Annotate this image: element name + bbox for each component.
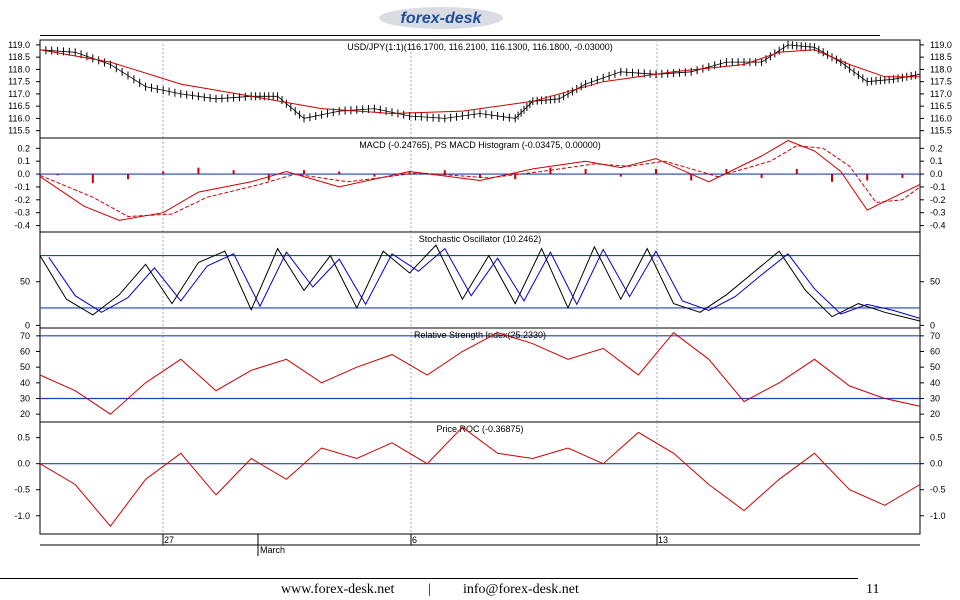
x-tick-label-6: 6 xyxy=(412,535,417,545)
panel-4-series-0-line xyxy=(39,426,921,528)
panel-1-frame xyxy=(39,137,921,233)
panel-4-ytick-left-3: -1.0 xyxy=(14,511,30,521)
footer: www.forex-desk.net | info@forex-desk.net… xyxy=(0,576,960,600)
panel-3-ytick-left-0: 70 xyxy=(20,331,30,341)
panel-0-ytick-left-6: 116.0 xyxy=(8,113,30,123)
panel-1-ytick-right-5: -0.3 xyxy=(930,208,946,218)
panel-4-ytick-left-0: 0.5 xyxy=(17,433,30,443)
panel-0-frame xyxy=(39,39,921,139)
panel-0-ytick-right-0: 119.0 xyxy=(930,40,952,50)
panel-0-price-close-line xyxy=(39,44,921,119)
panel-1-ytick-right-2: 0.0 xyxy=(930,169,943,179)
panel-0-ytick-left-7: 115.5 xyxy=(8,126,30,136)
panel-0-ytick-right-4: 117.0 xyxy=(930,89,952,99)
panel-3-ytick-left-3: 40 xyxy=(20,378,30,388)
panel-1-ytick-left-0: 0.2 xyxy=(17,143,30,153)
panel-0-ytick-right-3: 117.5 xyxy=(930,77,952,87)
panel-2-ytick-left-0: 50 xyxy=(20,277,30,287)
panel-0-ytick-left-5: 116.5 xyxy=(8,101,30,111)
panel-0-ytick-left-0: 119.0 xyxy=(8,40,30,50)
x-tick-label-13: 13 xyxy=(658,535,668,545)
panel-0-ytick-left-3: 117.5 xyxy=(8,77,30,87)
panel-1-series-0-line xyxy=(39,140,921,221)
x-axis: 27 6 13 March xyxy=(164,535,668,555)
panel-3-title: Relative Strength Index(25.2330) xyxy=(414,330,546,340)
panel-2-frame xyxy=(39,231,921,329)
panel-1-title: MACD (-0.24765), PS MACD Histogram (-0.0… xyxy=(359,140,601,150)
panel-0-ytick-left-2: 118.0 xyxy=(8,64,30,74)
panel-1-ytick-right-6: -0.4 xyxy=(930,221,946,231)
panel-1-ytick-left-1: 0.1 xyxy=(17,156,30,166)
panel-0-ytick-right-5: 116.5 xyxy=(930,101,952,111)
x-tick-label-27: 27 xyxy=(164,535,174,545)
panel-3-ytick-left-4: 30 xyxy=(20,394,30,404)
page-number: 11 xyxy=(866,582,880,597)
panel-3-ytick-left-2: 50 xyxy=(20,362,30,372)
panel-3-ytick-right-2: 50 xyxy=(930,362,940,372)
panel-0-ytick-right-2: 118.0 xyxy=(930,64,952,74)
header-divider xyxy=(40,35,880,36)
panel-1-series-1-line xyxy=(39,145,921,218)
forex-desk-logo: forex-desk xyxy=(378,6,504,30)
x-month-label: March xyxy=(260,545,285,555)
footer-website-link[interactable]: www.forex-desk.net xyxy=(281,582,395,597)
panel-4-ytick-right-3: -1.0 xyxy=(930,511,946,521)
panel-1-ytick-right-1: 0.1 xyxy=(930,156,943,166)
panel-2-series-1-line xyxy=(48,247,921,319)
panel-1-ytick-right-3: -0.1 xyxy=(930,182,946,192)
panel-1-ytick-right-4: -0.2 xyxy=(930,195,946,205)
panel-3-ytick-left-5: 20 xyxy=(20,409,30,419)
footer-separator: | xyxy=(428,582,431,597)
panel-2-ytick-right-0: 50 xyxy=(930,277,940,287)
panel-0-ytick-right-1: 118.5 xyxy=(930,52,952,62)
panel-0-ytick-right-7: 115.5 xyxy=(930,126,952,136)
panel-0-series-1-line xyxy=(39,49,920,115)
panel-4-ytick-right-1: 0.0 xyxy=(930,459,943,469)
panel-3-ytick-right-0: 70 xyxy=(930,331,940,341)
panel-0-title: USD/JPY(1:1)(116.1700, 116.2100, 116.130… xyxy=(347,42,613,52)
panel-0-ytick-left-1: 118.5 xyxy=(8,52,30,62)
panel-1-ytick-left-3: -0.1 xyxy=(14,182,30,192)
panel-3-series-0-line xyxy=(39,332,921,415)
panel-3-ytick-right-3: 40 xyxy=(930,378,940,388)
panel-2-ytick-left-1: 0 xyxy=(25,320,30,330)
panel-4-frame xyxy=(39,421,921,535)
panel-0-ytick-left-4: 117.0 xyxy=(8,89,30,99)
panel-1-ytick-right-0: 0.2 xyxy=(930,143,943,153)
panel-3-ytick-right-4: 30 xyxy=(930,394,940,404)
panel-4-ytick-left-1: 0.0 xyxy=(17,459,30,469)
panel-2-title: Stochastic Oscillator (10.2462) xyxy=(419,234,542,244)
panel-3-ytick-left-1: 60 xyxy=(20,347,30,357)
panel-3-ytick-right-1: 60 xyxy=(930,347,940,357)
footer-divider xyxy=(0,578,858,579)
panel-1-ytick-left-6: -0.4 xyxy=(14,221,30,231)
panel-2-ytick-right-1: 0 xyxy=(930,320,935,330)
panel-4-ytick-right-0: 0.5 xyxy=(930,433,943,443)
panel-1-ytick-left-2: 0.0 xyxy=(17,169,30,179)
panel-4-ytick-right-2: -0.5 xyxy=(930,485,946,495)
panel-1-ytick-left-4: -0.2 xyxy=(14,195,30,205)
panel-1-ytick-left-5: -0.3 xyxy=(14,208,30,218)
logo-text: forex-desk xyxy=(401,10,483,27)
panel-0-ytick-right-6: 116.0 xyxy=(930,113,952,123)
indicator-panels: 119.0 119.0 118.5 118.5 118.0 118.0 117.5 117.5… xyxy=(8,39,952,556)
panel-4-title: Price ROC (-0.36875) xyxy=(436,424,523,434)
technical-chart: 119.0 119.0 118.5 118.5 118.0 118.0 117.5 117.5… xyxy=(8,39,952,556)
footer-email-link[interactable]: info@forex-desk.net xyxy=(463,582,579,597)
panel-3-ytick-right-5: 20 xyxy=(930,409,940,419)
panel-2-series-0-line xyxy=(39,244,921,322)
panel-4-ytick-left-2: -0.5 xyxy=(14,485,30,495)
